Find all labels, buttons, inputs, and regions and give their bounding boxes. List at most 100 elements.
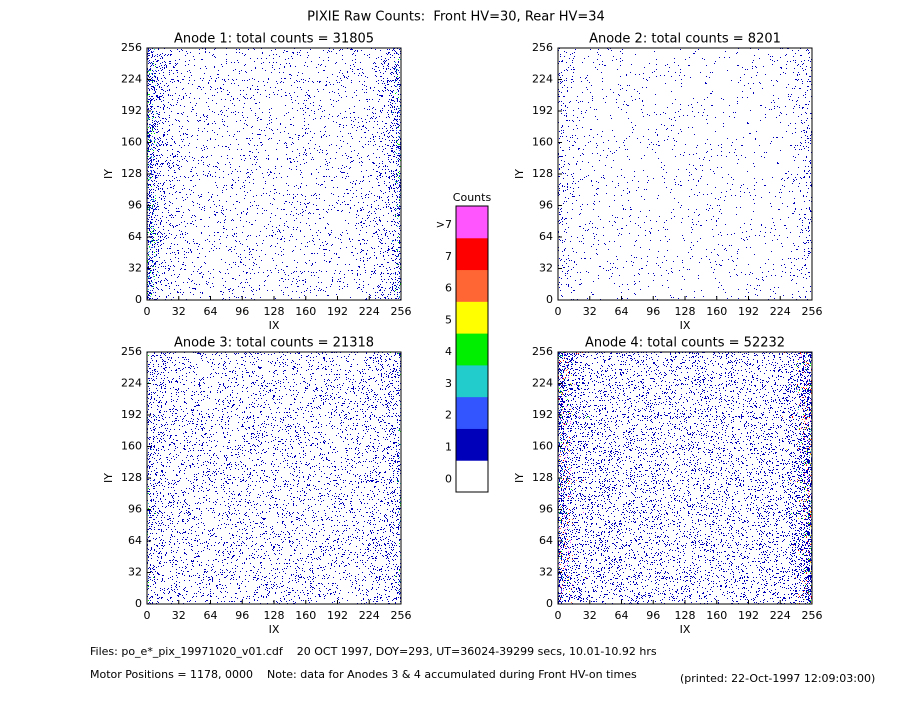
y-tick-label: 224 xyxy=(532,73,553,86)
x-tick-label: 96 xyxy=(235,609,249,622)
y-tick-label: 160 xyxy=(121,440,142,453)
colorbar-label: >7 xyxy=(436,218,452,231)
y-tick-label: 224 xyxy=(121,73,142,86)
y-tick-label: 192 xyxy=(532,408,553,421)
x-tick-label: 256 xyxy=(802,609,823,622)
x-tick-label: 96 xyxy=(646,305,660,318)
count-texture xyxy=(558,352,812,591)
x-tick-label: 192 xyxy=(738,305,759,318)
y-tick-label: 64 xyxy=(539,534,553,547)
y-tick-label: 96 xyxy=(128,503,142,516)
y-axis-label: IY xyxy=(102,473,115,483)
y-tick-label: 64 xyxy=(128,534,142,547)
x-tick-label: 128 xyxy=(675,609,696,622)
y-tick-label: 0 xyxy=(135,597,142,610)
colorbar-title: Counts xyxy=(453,191,492,204)
x-axis-label: IX xyxy=(269,319,280,332)
colorbar-label: 4 xyxy=(445,345,452,358)
colorbar-swatch xyxy=(455,396,489,429)
y-tick-label: 160 xyxy=(532,136,553,149)
y-tick-label: 160 xyxy=(121,136,142,149)
x-axis-label: IX xyxy=(269,623,280,636)
colorbar-label: 5 xyxy=(445,313,452,326)
colorbar-swatch xyxy=(455,269,489,302)
y-tick-label: 192 xyxy=(121,408,142,421)
y-tick-label: 128 xyxy=(532,167,553,180)
colorbar-swatch xyxy=(455,300,489,334)
x-tick-label: 224 xyxy=(770,305,791,318)
y-tick-label: 256 xyxy=(532,41,553,54)
x-tick-label: 64 xyxy=(204,305,218,318)
x-tick-label: 32 xyxy=(172,609,186,622)
x-tick-label: 128 xyxy=(264,609,285,622)
colorbar-label: 7 xyxy=(445,250,452,263)
x-tick-label: 128 xyxy=(264,305,285,318)
x-tick-label: 224 xyxy=(770,609,791,622)
x-tick-label: 96 xyxy=(646,609,660,622)
y-tick-label: 96 xyxy=(539,199,553,212)
x-tick-label: 64 xyxy=(615,609,629,622)
colorbar-swatch xyxy=(455,427,489,461)
x-tick-label: 128 xyxy=(675,305,696,318)
x-tick-label: 192 xyxy=(327,609,348,622)
y-tick-label: 192 xyxy=(532,104,553,117)
x-tick-label: 192 xyxy=(327,305,348,318)
y-tick-label: 128 xyxy=(121,167,142,180)
x-tick-label: 224 xyxy=(359,305,380,318)
colorbar-label: 2 xyxy=(445,409,452,422)
count-texture xyxy=(147,352,401,604)
count-texture xyxy=(558,352,812,604)
x-tick-label: 160 xyxy=(295,609,316,622)
y-tick-label: 256 xyxy=(121,41,142,54)
y-tick-label: 0 xyxy=(135,293,142,306)
x-tick-label: 0 xyxy=(144,609,151,622)
y-tick-label: 96 xyxy=(128,199,142,212)
panel-title: Anode 2: total counts = 8201 xyxy=(589,32,781,47)
colorbar-swatch xyxy=(455,205,489,239)
colorbar-swatch xyxy=(455,332,489,366)
y-tick-label: 224 xyxy=(532,377,553,390)
y-tick-label: 64 xyxy=(128,230,142,243)
panel-title: Anode 1: total counts = 31805 xyxy=(174,32,374,47)
x-tick-label: 32 xyxy=(172,305,186,318)
y-tick-label: 256 xyxy=(121,345,142,358)
x-tick-label: 160 xyxy=(706,305,727,318)
x-tick-label: 96 xyxy=(235,305,249,318)
footer-printed: (printed: 22-Oct-1997 12:09:03:00) xyxy=(680,672,875,685)
y-tick-label: 0 xyxy=(546,597,553,610)
y-tick-label: 224 xyxy=(121,377,142,390)
y-tick-label: 96 xyxy=(539,503,553,516)
y-tick-label: 128 xyxy=(121,471,142,484)
page-title: PIXIE Raw Counts: Front HV=30, Rear HV=3… xyxy=(307,10,605,25)
y-tick-label: 32 xyxy=(539,262,553,275)
y-tick-label: 32 xyxy=(128,262,142,275)
y-tick-label: 64 xyxy=(539,230,553,243)
y-tick-label: 128 xyxy=(532,471,553,484)
x-tick-label: 256 xyxy=(391,305,412,318)
y-tick-label: 32 xyxy=(539,566,553,579)
x-axis-label: IX xyxy=(680,319,691,332)
colorbar-label: 3 xyxy=(445,377,452,390)
x-tick-label: 160 xyxy=(295,305,316,318)
x-tick-label: 192 xyxy=(738,609,759,622)
colorbar-swatch xyxy=(455,237,489,271)
colorbar-swatch xyxy=(455,364,489,398)
y-tick-label: 192 xyxy=(121,104,142,117)
x-tick-label: 256 xyxy=(391,609,412,622)
footer-files: Files: po_e*_pix_19971020_v01.cdf 20 OCT… xyxy=(90,645,657,658)
y-tick-label: 256 xyxy=(532,345,553,358)
y-axis-label: IY xyxy=(513,169,526,179)
colorbar-frame xyxy=(455,205,489,493)
x-tick-label: 64 xyxy=(204,609,218,622)
y-axis-label: IY xyxy=(513,473,526,483)
footer-motor: Motor Positions = 1178, 0000 Note: data … xyxy=(90,668,637,681)
colorbar-swatch xyxy=(456,460,488,492)
panel-title: Anode 3: total counts = 21318 xyxy=(174,336,374,351)
x-tick-label: 160 xyxy=(706,609,727,622)
x-tick-label: 224 xyxy=(359,609,380,622)
colorbar-label: 6 xyxy=(445,282,452,295)
x-tick-label: 32 xyxy=(583,609,597,622)
colorbar-label: 0 xyxy=(445,472,452,485)
panel-title: Anode 4: total counts = 52232 xyxy=(585,336,785,351)
